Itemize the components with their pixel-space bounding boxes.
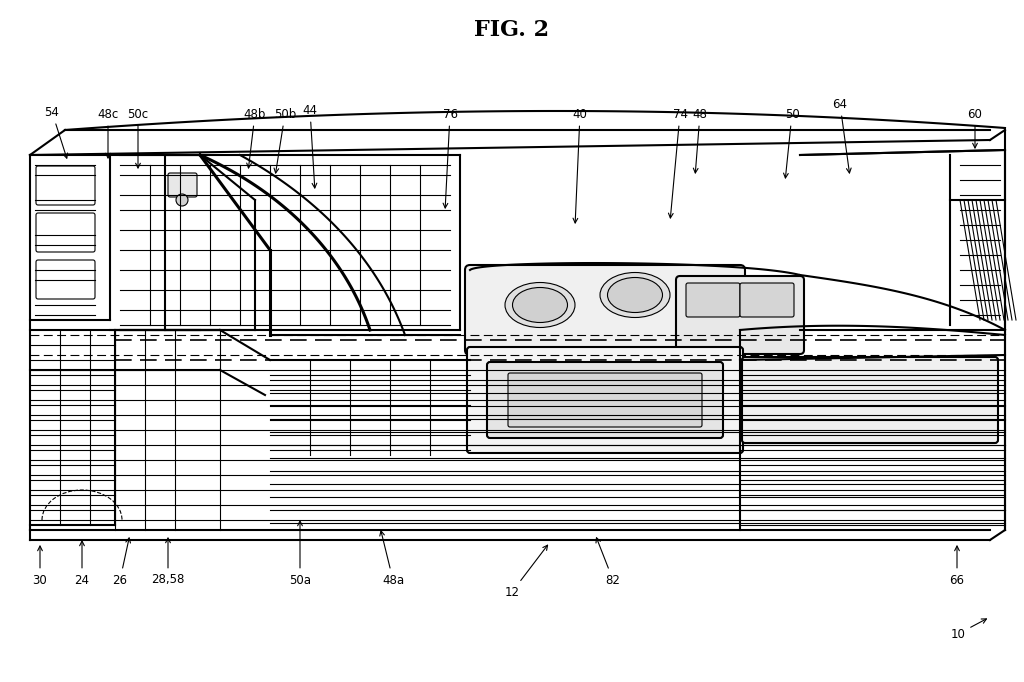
FancyBboxPatch shape [676,276,804,354]
Ellipse shape [600,273,670,318]
Text: 74: 74 [669,108,687,218]
Text: 50: 50 [783,108,800,178]
Text: FIG. 2: FIG. 2 [474,19,550,41]
Ellipse shape [607,278,663,312]
Text: 48: 48 [692,108,708,173]
Text: 30: 30 [33,546,47,587]
FancyBboxPatch shape [740,283,794,317]
FancyBboxPatch shape [742,357,998,443]
Ellipse shape [505,282,575,327]
Text: 60: 60 [968,108,982,148]
FancyBboxPatch shape [508,373,702,427]
Text: 48c: 48c [97,108,119,158]
Text: 26: 26 [113,538,130,587]
Text: 24: 24 [75,541,89,587]
FancyBboxPatch shape [168,173,197,197]
Text: 76: 76 [442,108,458,208]
Text: 44: 44 [302,104,317,188]
Text: 10: 10 [950,619,986,640]
FancyBboxPatch shape [467,347,743,453]
Text: 64: 64 [833,98,851,173]
Circle shape [176,194,188,206]
FancyBboxPatch shape [686,283,740,317]
Text: 50a: 50a [289,521,311,587]
Text: 50c: 50c [127,108,148,168]
Text: 50b: 50b [273,108,296,173]
Ellipse shape [512,288,567,323]
FancyBboxPatch shape [487,362,723,438]
Text: 66: 66 [949,546,965,587]
FancyBboxPatch shape [465,265,745,355]
Text: 12: 12 [505,545,548,599]
Text: 40: 40 [572,108,588,223]
Text: 28,58: 28,58 [152,538,184,587]
Text: 48b: 48b [244,108,266,168]
Text: 54: 54 [45,106,68,158]
Text: 48a: 48a [380,531,404,587]
Text: 82: 82 [596,537,621,587]
